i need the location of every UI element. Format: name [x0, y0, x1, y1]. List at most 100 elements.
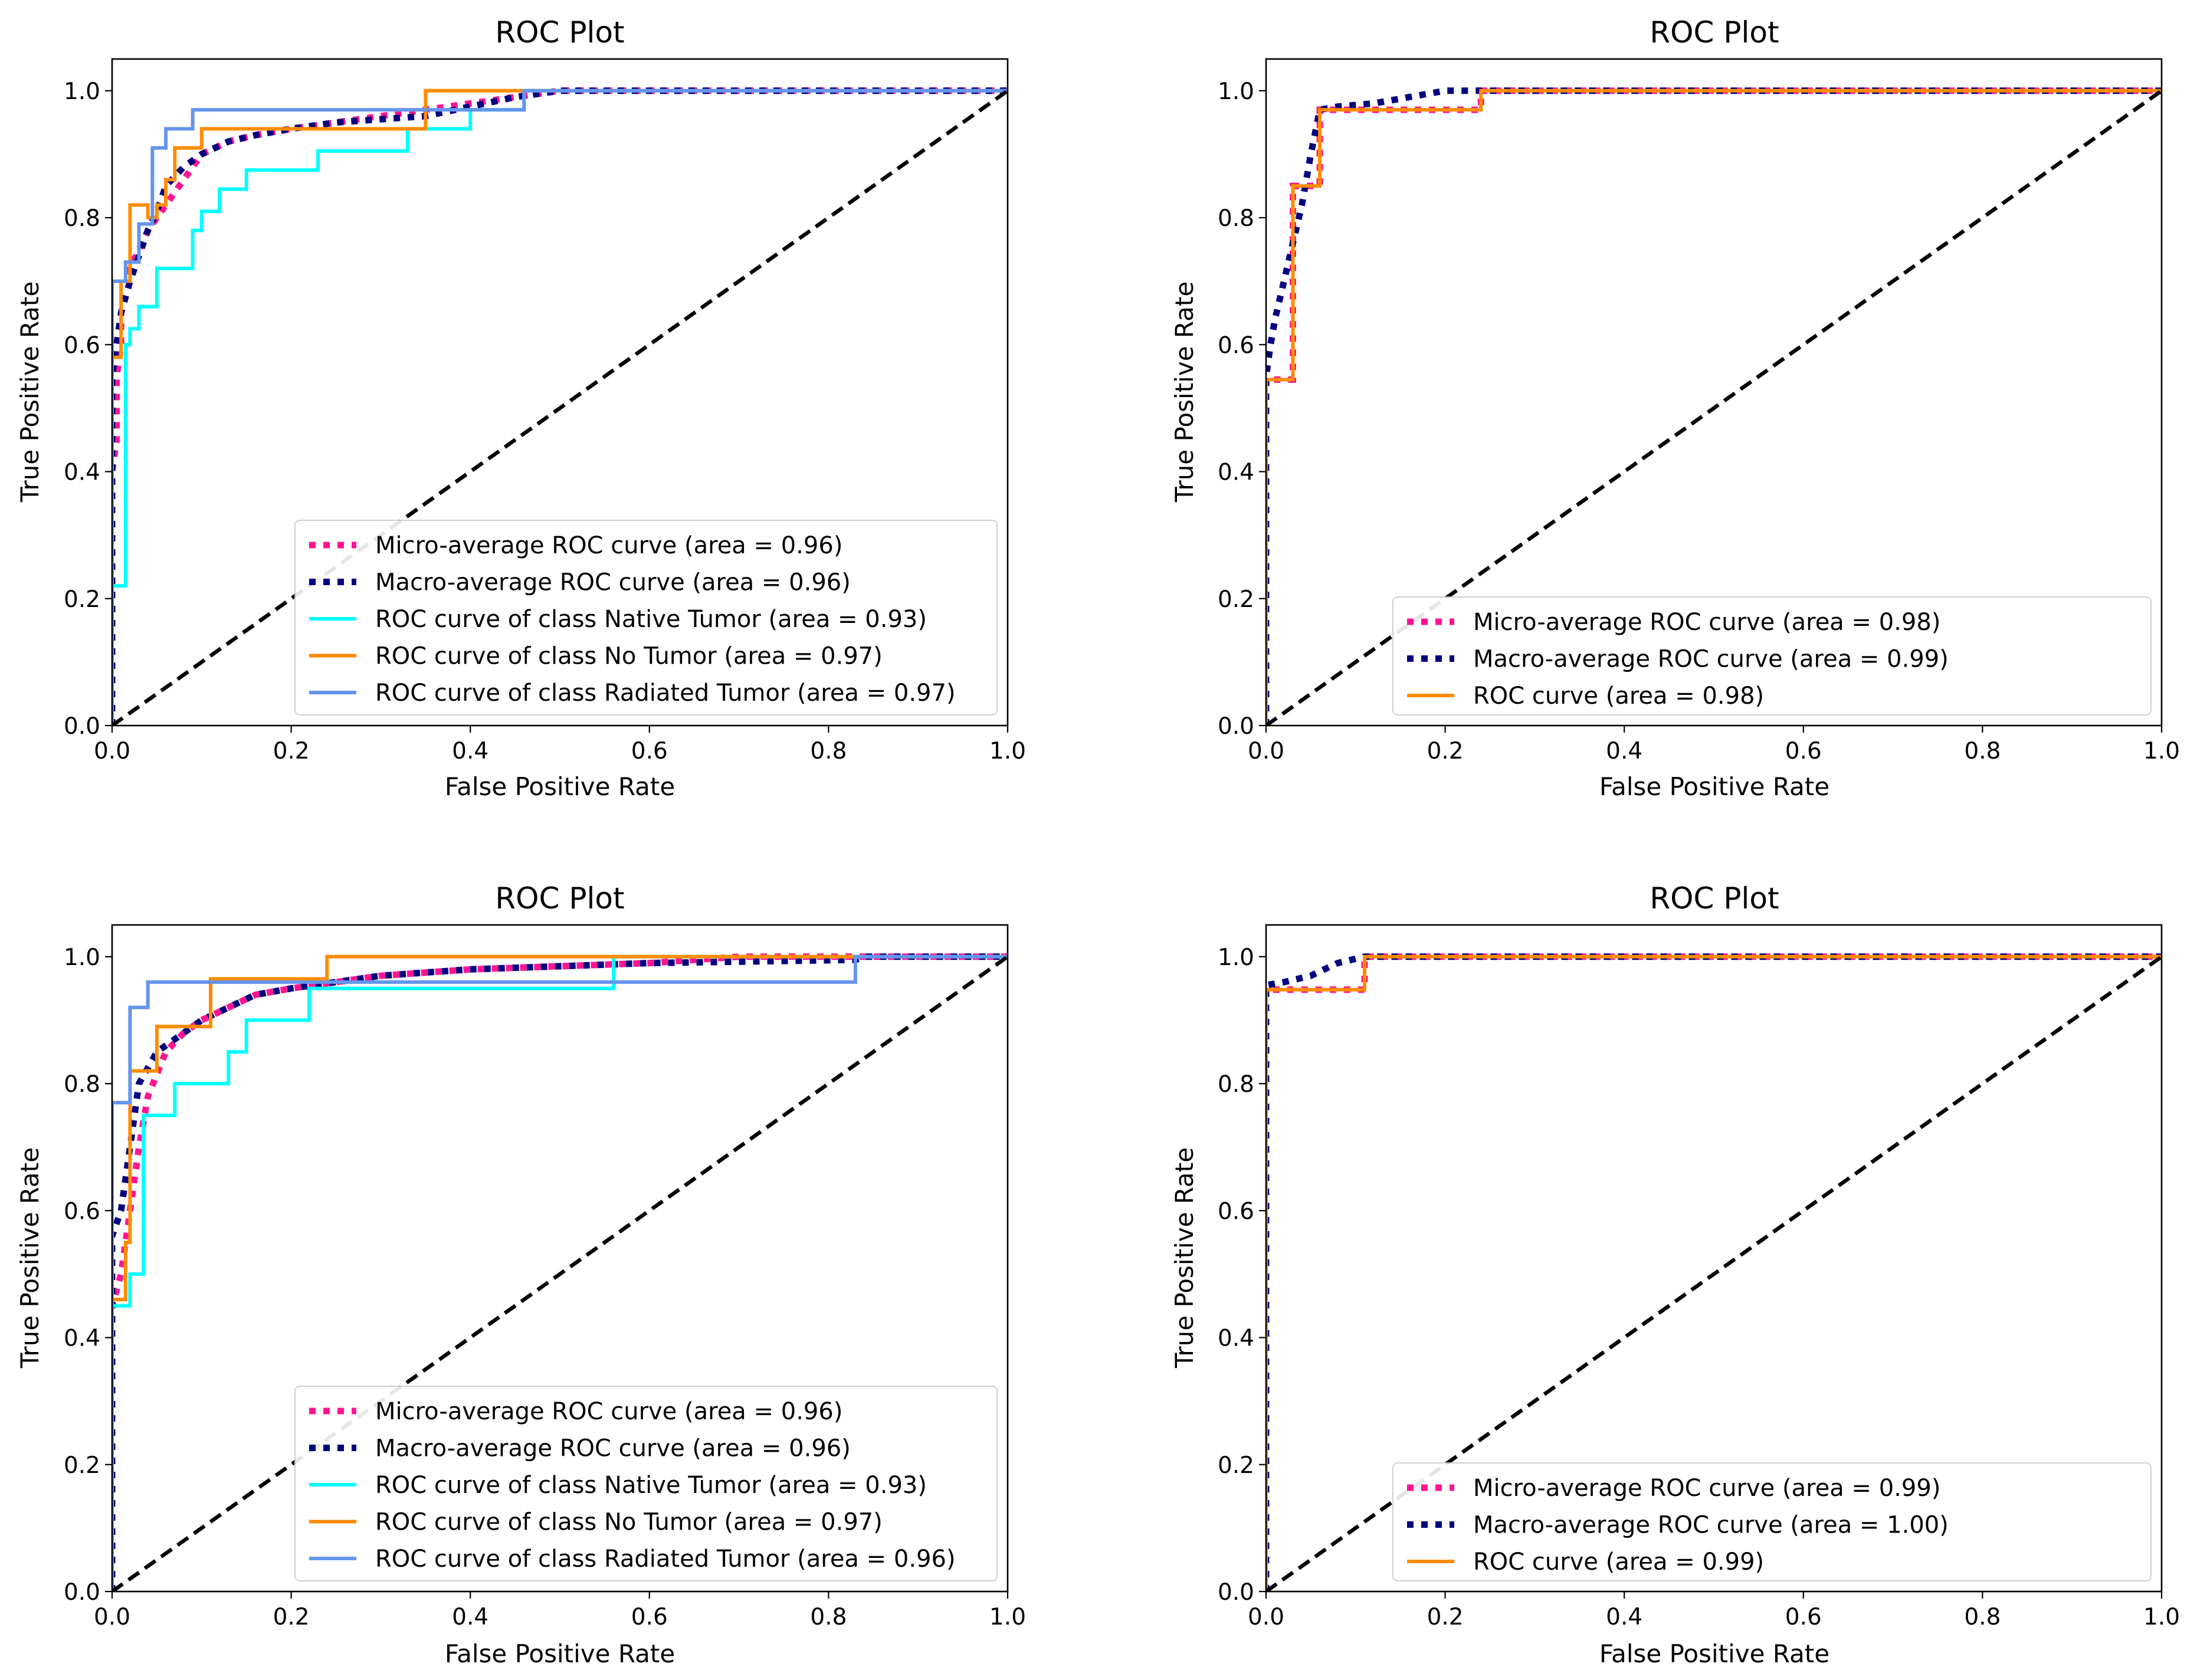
- roc-curve-radiated: [112, 954, 1008, 1592]
- legend: Micro-average ROC curve (area = 0.98) Mac…: [1392, 596, 2152, 716]
- y-tick-label: 1.0: [64, 78, 100, 105]
- y-tick-label: 0.6: [64, 332, 100, 359]
- x-tick-label: 0.4: [1606, 738, 1642, 764]
- legend-frame: [294, 1386, 998, 1581]
- chance-diagonal-line: [112, 955, 1008, 1592]
- y-tick-label: 0.4: [64, 460, 100, 486]
- legend-label: Micro-average ROC curve (area = 0.96): [375, 532, 842, 559]
- x-tick-label: 0.4: [452, 738, 488, 764]
- x-tick-label: 0.0: [1248, 1604, 1284, 1630]
- x-tick-label: 0.8: [810, 738, 847, 764]
- x-tick-label: 0.8: [1964, 1604, 2001, 1630]
- legend: Micro-average ROC curve (area = 0.96) Mac…: [294, 520, 998, 716]
- y-axis-title: True Positive Rate: [1170, 281, 1199, 503]
- roc-curve-roc: [1266, 954, 2162, 1592]
- y-tick-label: 0.2: [64, 1452, 100, 1479]
- plot-title: ROC Plot: [1650, 15, 1779, 50]
- x-tick-label: 0.6: [631, 738, 668, 764]
- legend-label: Macro-average ROC curve (area = 0.96): [375, 569, 851, 596]
- legend-label: Micro-average ROC curve (area = 0.98): [1473, 609, 1940, 636]
- y-axis-title: True Positive Rate: [15, 281, 44, 503]
- legend-label: Macro-average ROC curve (area = 0.96): [375, 1435, 851, 1462]
- roc-panel-top-right: ROC Plot False Positive Rate True Positi…: [1170, 15, 2180, 801]
- legend-label: Macro-average ROC curve (area = 1.00): [1473, 1512, 1949, 1539]
- y-tick-label: 0.8: [64, 1071, 100, 1098]
- legend-label: ROC curve of class Native Tumor (area = …: [375, 606, 927, 633]
- roc-curve-no-tumor: [112, 954, 1008, 1592]
- x-tick-label: 1.0: [989, 1604, 1026, 1630]
- y-tick-label: 0.6: [1218, 1198, 1254, 1225]
- y-tick-label: 0.4: [1218, 1325, 1254, 1352]
- x-axis-title: False Positive Rate: [1599, 772, 1829, 801]
- roc-curve-native: [112, 954, 1008, 1592]
- roc-panel-top-left: ROC Plot False Positive Rate True Positi…: [15, 15, 1026, 801]
- legend: Micro-average ROC curve (area = 0.99) Mac…: [1392, 1462, 2152, 1581]
- y-tick-label: 0.2: [1218, 1452, 1254, 1479]
- legend-frame: [1392, 596, 2152, 716]
- legend-label: ROC curve (area = 0.98): [1473, 682, 1764, 710]
- x-tick-label: 0.2: [1427, 738, 1464, 764]
- roc-panel-bottom-left: ROC Plot False Positive Rate True Positi…: [15, 881, 1026, 1668]
- x-tick-label: 0.6: [1785, 738, 1822, 764]
- y-tick-label: 0.2: [64, 586, 100, 613]
- y-tick-label: 0.2: [1218, 586, 1254, 613]
- legend-frame: [294, 520, 998, 716]
- x-tick-label: 0.0: [94, 1604, 130, 1630]
- roc-curve-native: [112, 88, 1008, 726]
- legend-label: Macro-average ROC curve (area = 0.99): [1473, 646, 1949, 673]
- x-tick-label: 0.4: [1606, 1604, 1642, 1630]
- y-tick-label: 0.4: [1218, 460, 1254, 486]
- y-tick-label: 1.0: [1218, 944, 1254, 971]
- x-tick-label: 1.0: [2143, 1604, 2180, 1630]
- y-tick-label: 0.4: [64, 1325, 100, 1352]
- x-axis-title: False Positive Rate: [1599, 1639, 1829, 1668]
- plot-title: ROC Plot: [495, 881, 624, 916]
- roc-panel-bottom-right: ROC Plot False Positive Rate True Positi…: [1170, 881, 2180, 1668]
- y-tick-label: 0.8: [1218, 1071, 1254, 1098]
- axes-frame: [1265, 58, 2163, 727]
- y-tick-label: 0.0: [64, 1579, 100, 1606]
- plot-area: [112, 87, 1008, 726]
- y-tick-label: 0.0: [64, 713, 100, 740]
- legend-label: ROC curve of class No Tumor (area = 0.97…: [375, 643, 883, 670]
- y-axis-title: True Positive Rate: [15, 1147, 44, 1369]
- y-tick-label: 0.8: [64, 205, 100, 232]
- x-tick-label: 0.2: [1427, 1604, 1464, 1630]
- y-tick-label: 0.0: [1218, 713, 1254, 740]
- legend-label: ROC curve of class Radiated Tumor (area …: [375, 1546, 956, 1573]
- x-tick-label: 1.0: [2143, 738, 2180, 764]
- axes-frame: [111, 58, 1009, 727]
- legend-label: Micro-average ROC curve (area = 0.96): [375, 1398, 842, 1425]
- legend-label: ROC curve of class No Tumor (area = 0.97…: [375, 1509, 883, 1536]
- plot-title: ROC Plot: [1650, 881, 1779, 916]
- x-axis-title: False Positive Rate: [445, 1639, 675, 1668]
- x-tick-label: 0.2: [273, 1604, 310, 1630]
- legend-label: Micro-average ROC curve (area = 0.99): [1473, 1475, 1940, 1502]
- y-tick-label: 0.0: [1218, 1579, 1254, 1606]
- x-tick-label: 0.6: [631, 1604, 668, 1630]
- x-tick-label: 0.0: [1248, 738, 1284, 764]
- roc-curve-radiated: [112, 88, 1008, 726]
- plot-title: ROC Plot: [495, 15, 624, 50]
- roc-curve-roc: [1266, 88, 2162, 726]
- x-tick-label: 0.8: [810, 1604, 847, 1630]
- x-tick-label: 0.2: [273, 738, 310, 764]
- axes-frame: [111, 924, 1009, 1593]
- axes-frame: [1265, 924, 2163, 1593]
- chance-diagonal-line: [112, 89, 1008, 726]
- legend-label: ROC curve of class Radiated Tumor (area …: [375, 680, 956, 707]
- y-tick-label: 1.0: [64, 944, 100, 971]
- legend-label: ROC curve of class Native Tumor (area = …: [375, 1472, 927, 1499]
- x-tick-label: 0.4: [452, 1604, 488, 1630]
- legend-label: ROC curve (area = 0.99): [1473, 1548, 1764, 1576]
- x-tick-label: 1.0: [989, 738, 1026, 764]
- x-tick-label: 0.0: [94, 738, 130, 764]
- y-tick-label: 0.6: [64, 1198, 100, 1225]
- plot-area: [112, 953, 1008, 1592]
- x-axis-title: False Positive Rate: [445, 772, 675, 801]
- y-tick-label: 0.8: [1218, 205, 1254, 232]
- y-tick-label: 1.0: [1218, 78, 1254, 105]
- y-axis-title: True Positive Rate: [1170, 1147, 1199, 1369]
- legend-frame: [1392, 1462, 2152, 1581]
